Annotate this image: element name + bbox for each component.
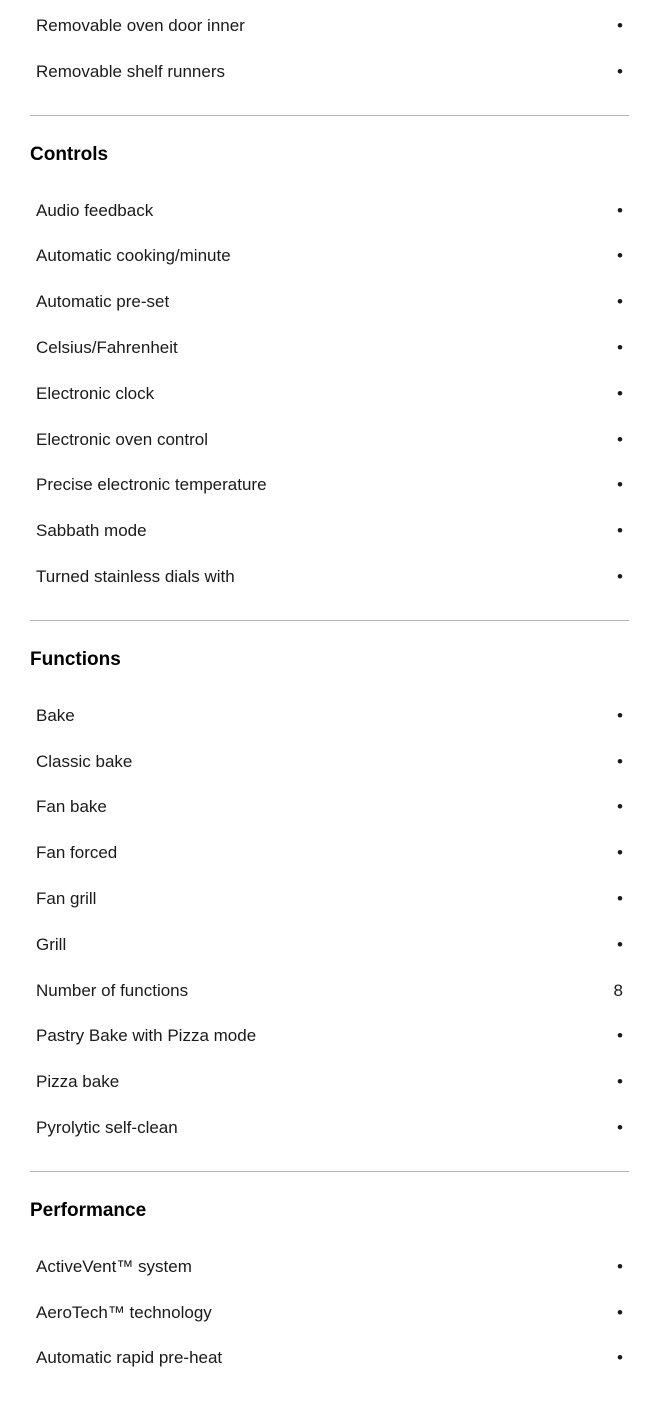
spec-value: • <box>603 336 623 360</box>
spec-label: Bake <box>36 704 603 728</box>
spec-label: Pyrolytic self-clean <box>36 1116 603 1140</box>
spec-row: Fan forced• <box>30 830 629 876</box>
spec-value: • <box>603 428 623 452</box>
spec-label: Pizza bake <box>36 1070 603 1094</box>
spec-row: Sabbath mode• <box>30 508 629 554</box>
spec-label: Fan bake <box>36 795 603 819</box>
spec-row: Pizza bake• <box>30 1059 629 1105</box>
spec-label: Sabbath mode <box>36 519 603 543</box>
spec-row: Pastry Bake with Pizza mode• <box>30 1013 629 1059</box>
spec-value: • <box>603 519 623 543</box>
spec-label: Pastry Bake with Pizza mode <box>36 1024 603 1048</box>
spec-section: ControlsAudio feedback•Automatic cooking… <box>30 115 629 600</box>
spec-value: • <box>603 60 623 84</box>
spec-row: Automatic pre-set• <box>30 279 629 325</box>
spec-label: Fan grill <box>36 887 603 911</box>
spec-value: • <box>603 887 623 911</box>
spec-value: • <box>603 290 623 314</box>
spec-row: Bake• <box>30 693 629 739</box>
spec-label: Classic bake <box>36 750 603 774</box>
spec-value: • <box>603 795 623 819</box>
spec-value: • <box>603 704 623 728</box>
spec-row: Electronic oven control• <box>30 417 629 463</box>
section-title: Functions <box>30 649 629 671</box>
spec-row: ActiveVent™ system• <box>30 1244 629 1290</box>
spec-row: Grill• <box>30 922 629 968</box>
spec-row: Fan bake• <box>30 784 629 830</box>
spec-value: • <box>603 1255 623 1279</box>
spec-value: • <box>603 1070 623 1094</box>
spec-value: • <box>603 14 623 38</box>
spec-label: Removable shelf runners <box>36 60 603 84</box>
spec-label: ActiveVent™ system <box>36 1255 603 1279</box>
spec-label: Electronic oven control <box>36 428 603 452</box>
spec-value: • <box>603 1346 623 1370</box>
spec-row: Automatic cooking/minute• <box>30 233 629 279</box>
spec-label: Audio feedback <box>36 199 603 223</box>
spec-value: • <box>603 473 623 497</box>
spec-row: Number of functions8 <box>30 968 629 1014</box>
spec-label: Turned stainless dials with <box>36 565 603 589</box>
spec-label: Removable oven door inner <box>36 14 603 38</box>
spec-row: Removable shelf runners• <box>30 49 629 95</box>
spec-label: Automatic pre-set <box>36 290 603 314</box>
spec-label: Electronic clock <box>36 382 603 406</box>
spec-value: 8 <box>603 979 623 1003</box>
spec-value: • <box>603 1116 623 1140</box>
spec-label: Automatic cooking/minute <box>36 244 603 268</box>
spec-value: • <box>603 841 623 865</box>
spec-row: Electronic clock• <box>30 371 629 417</box>
spec-label: Number of functions <box>36 979 603 1003</box>
spec-value: • <box>603 1301 623 1325</box>
spec-value: • <box>603 382 623 406</box>
spec-row: Turned stainless dials with• <box>30 554 629 600</box>
spec-row: Precise electronic temperature• <box>30 462 629 508</box>
spec-value: • <box>603 199 623 223</box>
spec-row: Audio feedback• <box>30 188 629 234</box>
spec-value: • <box>603 750 623 774</box>
spec-value: • <box>603 1024 623 1048</box>
spec-value: • <box>603 244 623 268</box>
spec-row: Fan grill• <box>30 876 629 922</box>
spec-row: Classic bake• <box>30 739 629 785</box>
spec-label: AeroTech™ technology <box>36 1301 603 1325</box>
spec-label: Grill <box>36 933 603 957</box>
spec-label: Precise electronic temperature <box>36 473 603 497</box>
spec-value: • <box>603 933 623 957</box>
section-title: Controls <box>30 144 629 166</box>
spec-sheet: Removable oven door inner•Removable shel… <box>0 0 659 1411</box>
spec-row: Celsius/Fahrenheit• <box>30 325 629 371</box>
spec-row: Removable oven door inner• <box>30 0 629 49</box>
spec-value: • <box>603 565 623 589</box>
spec-row: Automatic rapid pre-heat• <box>30 1335 629 1381</box>
spec-label: Automatic rapid pre-heat <box>36 1346 603 1370</box>
spec-section: Removable oven door inner•Removable shel… <box>30 0 629 95</box>
spec-label: Fan forced <box>36 841 603 865</box>
spec-section: PerformanceActiveVent™ system•AeroTech™ … <box>30 1171 629 1381</box>
spec-section: FunctionsBake•Classic bake•Fan bake•Fan … <box>30 620 629 1151</box>
spec-label: Celsius/Fahrenheit <box>36 336 603 360</box>
spec-row: AeroTech™ technology• <box>30 1290 629 1336</box>
spec-row: Pyrolytic self-clean• <box>30 1105 629 1151</box>
section-title: Performance <box>30 1200 629 1222</box>
